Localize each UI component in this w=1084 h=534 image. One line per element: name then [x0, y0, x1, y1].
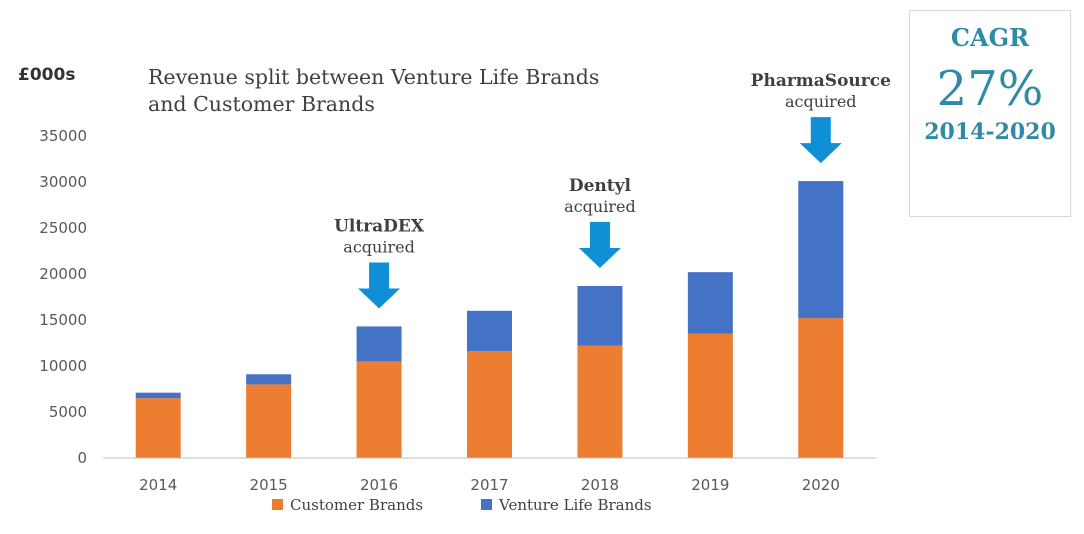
annotation-text: acquired — [785, 92, 857, 111]
bar-venture-life-brands — [135, 392, 181, 399]
annotation-name: UltraDEX — [334, 216, 425, 236]
bar-customer-brands — [577, 345, 623, 458]
annotation-name: PharmaSource — [751, 71, 891, 91]
legend-label: Venture Life Brands — [498, 496, 652, 514]
x-tick-label: 2020 — [802, 476, 840, 494]
legend-swatch — [481, 499, 492, 510]
y-tick-label: 20000 — [39, 265, 87, 283]
x-tick-label: 2018 — [581, 476, 619, 494]
bar-customer-brands — [798, 318, 844, 458]
down-arrow-icon — [358, 262, 401, 309]
bar-customer-brands — [246, 384, 292, 458]
cagr-value: 27% — [936, 61, 1044, 117]
chart-title: Revenue split between Venture Life Brand… — [148, 65, 599, 116]
cagr-range: 2014-2020 — [924, 119, 1056, 145]
bar-venture-life-brands — [687, 272, 733, 334]
legend-swatch — [272, 499, 283, 510]
y-tick-label: 5000 — [49, 403, 87, 421]
annotation-text: acquired — [343, 237, 415, 256]
bar-venture-life-brands — [356, 326, 402, 362]
bar-customer-brands — [356, 361, 402, 458]
y-tick-label: 15000 — [39, 311, 87, 329]
y-tick-label: 0 — [77, 449, 87, 467]
y-tick-label: 10000 — [39, 357, 87, 375]
down-arrow-icon — [799, 117, 842, 164]
x-tick-label: 2019 — [691, 476, 729, 494]
revenue-chart: £000s Revenue split between Venture Life … — [18, 65, 891, 514]
bar-venture-life-brands — [467, 310, 512, 352]
y-axis-label: £000s — [18, 65, 75, 85]
x-tick-label: 2014 — [139, 476, 177, 494]
bar-venture-life-brands — [577, 285, 623, 346]
annotation-name: Dentyl — [569, 176, 632, 196]
bar-customer-brands — [687, 333, 733, 458]
bar-customer-brands — [467, 351, 512, 458]
x-tick-label: 2016 — [360, 476, 398, 494]
cagr-label: CAGR — [950, 23, 1030, 52]
down-arrow-icon — [578, 221, 621, 268]
bar-venture-life-brands — [798, 181, 844, 319]
annotation-text: acquired — [564, 197, 636, 216]
bar-venture-life-brands — [246, 374, 292, 385]
y-tick-label: 25000 — [39, 219, 87, 237]
cagr-box: CAGR 27% 2014-2020 — [909, 10, 1071, 217]
x-tick-label: 2015 — [250, 476, 288, 494]
x-tick-label: 2017 — [470, 476, 508, 494]
legend-label: Customer Brands — [290, 496, 423, 514]
y-tick-label: 30000 — [39, 173, 87, 191]
y-tick-label: 35000 — [39, 127, 87, 145]
bar-customer-brands — [135, 398, 181, 458]
